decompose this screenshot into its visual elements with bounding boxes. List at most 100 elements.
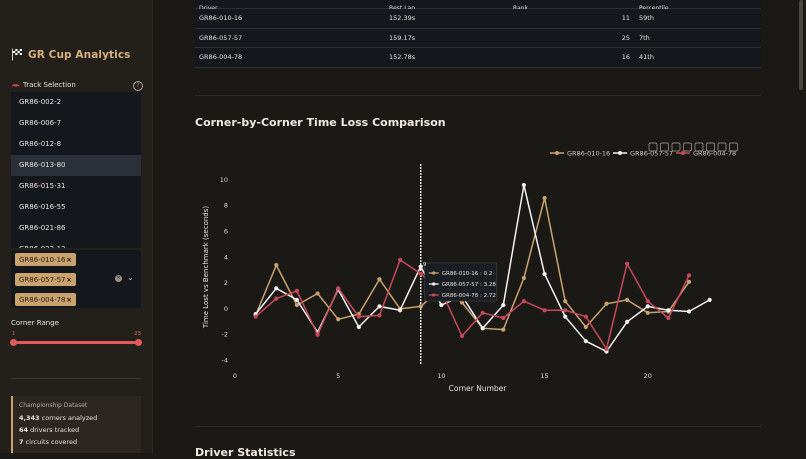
track-item[interactable]: GR86-022-13 bbox=[11, 239, 141, 248]
series-point-GR86-004-78[interactable] bbox=[253, 314, 258, 319]
series-point-GR86-010-16[interactable] bbox=[336, 317, 341, 322]
series-point-GR86-057-57[interactable] bbox=[645, 304, 650, 309]
series-point-GR86-010-16[interactable] bbox=[501, 327, 506, 332]
track-item[interactable]: GR86-015-31 bbox=[19, 182, 66, 190]
series-point-GR86-010-16[interactable] bbox=[686, 279, 692, 284]
series-point-GR86-057-57[interactable] bbox=[521, 182, 527, 188]
series-point-GR86-010-16[interactable] bbox=[418, 304, 423, 309]
corner-range-min-thumb[interactable] bbox=[10, 339, 17, 346]
driver-chip-label: GR86-010-16 bbox=[19, 255, 66, 264]
track-item[interactable]: GR86-006-7 bbox=[19, 119, 62, 127]
track-item[interactable]: GR86-012-8 bbox=[19, 140, 62, 148]
driver-chip[interactable]: GR86-010-16 × bbox=[15, 253, 76, 266]
corner-range-slider-track[interactable] bbox=[14, 341, 139, 344]
series-point-GR86-057-57[interactable] bbox=[377, 304, 382, 309]
table-row[interactable]: GR86-010-16 152.39s 11 59th bbox=[195, 9, 761, 29]
header-rank[interactable]: Rank bbox=[513, 5, 528, 12]
fullscreen-icon[interactable] bbox=[729, 142, 738, 152]
series-point-GR86-010-16[interactable] bbox=[294, 302, 300, 308]
remove-chip-icon[interactable]: × bbox=[66, 295, 72, 304]
corner-range-max: 23 bbox=[134, 331, 141, 337]
series-point-GR86-057-57[interactable] bbox=[294, 297, 300, 303]
series-point-GR86-010-16[interactable] bbox=[315, 291, 320, 296]
series-point-GR86-057-57[interactable] bbox=[356, 324, 361, 330]
chevron-down-icon[interactable]: ⌄ bbox=[127, 273, 134, 282]
series-point-GR86-010-16[interactable] bbox=[604, 301, 609, 306]
series-point-GR86-010-16[interactable] bbox=[542, 195, 547, 201]
track-item[interactable]: GR86-013-80 bbox=[11, 155, 141, 176]
series-line-GR86-010-16[interactable] bbox=[254, 197, 690, 331]
series-point-GR86-004-78[interactable] bbox=[521, 299, 527, 304]
camera-icon[interactable] bbox=[648, 142, 658, 152]
series-point-GR86-004-78[interactable] bbox=[645, 299, 650, 304]
driver-chip[interactable]: GR86-057-57 × bbox=[15, 273, 76, 286]
series-point-GR86-057-57[interactable] bbox=[480, 326, 485, 331]
series-point-GR86-004-78[interactable] bbox=[274, 296, 279, 301]
series-point-GR86-010-16[interactable] bbox=[459, 300, 465, 305]
series-point-GR86-010-16[interactable] bbox=[377, 277, 382, 282]
header-best-lap[interactable]: Best Lap bbox=[389, 5, 415, 12]
series-line-GR86-004-78[interactable] bbox=[255, 259, 690, 350]
series-point-GR86-004-78[interactable] bbox=[398, 257, 403, 263]
pan-icon[interactable] bbox=[671, 142, 681, 152]
driver-multiselect[interactable]: GR86-010-16 × GR86-057-57 × GR86-004-78 × ✕ ⌄ bbox=[11, 250, 141, 308]
series-point-GR86-004-78[interactable] bbox=[459, 333, 465, 339]
series-point-GR86-004-78[interactable] bbox=[563, 308, 568, 313]
series-point-GR86-004-78[interactable] bbox=[480, 310, 485, 315]
series-point-GR86-004-78[interactable] bbox=[666, 315, 671, 321]
series-point-GR86-057-57[interactable] bbox=[398, 308, 403, 313]
cell-rank: 25 bbox=[621, 33, 630, 42]
series-point-GR86-010-16[interactable] bbox=[583, 324, 588, 330]
page-scrollbar[interactable] bbox=[799, 0, 803, 90]
track-item[interactable]: GR86-021-86 bbox=[19, 224, 66, 232]
series-point-GR86-004-78[interactable] bbox=[315, 332, 320, 337]
series-point-GR86-057-57[interactable] bbox=[666, 308, 671, 313]
series-point-GR86-057-57[interactable] bbox=[418, 264, 423, 269]
series-point-GR86-057-57[interactable] bbox=[439, 302, 444, 308]
series-point-GR86-004-78[interactable] bbox=[356, 314, 361, 319]
series-point-GR86-057-57[interactable] bbox=[583, 339, 588, 344]
series-point-GR86-010-16[interactable] bbox=[274, 262, 279, 268]
series-point-GR86-004-78[interactable] bbox=[501, 315, 506, 321]
header-percentile[interactable]: Percentile bbox=[639, 5, 669, 12]
series-point-GR86-004-78[interactable] bbox=[686, 273, 692, 278]
driver-chip-label: GR86-057-57 bbox=[19, 275, 66, 284]
track-item[interactable]: GR86-002-2 bbox=[19, 98, 62, 106]
series-point-GR86-004-78[interactable] bbox=[336, 286, 341, 291]
track-list[interactable]: GR86-002-2 GR86-006-7 GR86-012-8 GR86-013-8… bbox=[11, 92, 141, 248]
series-point-GR86-010-16[interactable] bbox=[645, 310, 650, 315]
header-driver[interactable]: Driver bbox=[199, 5, 217, 12]
series-point-GR86-004-78[interactable] bbox=[294, 288, 300, 293]
series-point-GR86-004-78[interactable] bbox=[625, 261, 630, 266]
autoscale-icon[interactable] bbox=[706, 142, 715, 152]
series-point-GR86-057-57[interactable] bbox=[686, 309, 692, 314]
clear-icon[interactable]: ✕ bbox=[115, 275, 122, 282]
series-point-GR86-010-16[interactable] bbox=[625, 297, 630, 303]
help-icon[interactable]: ? bbox=[133, 81, 143, 91]
remove-chip-icon[interactable]: × bbox=[66, 275, 72, 284]
series-point-GR86-057-57[interactable] bbox=[542, 271, 547, 277]
series-point-GR86-010-16[interactable] bbox=[563, 299, 568, 304]
reset-icon[interactable] bbox=[717, 142, 727, 152]
zoom-in-icon[interactable] bbox=[683, 142, 692, 152]
series-point-GR86-057-57[interactable] bbox=[625, 319, 630, 324]
series-point-GR86-004-78[interactable] bbox=[542, 308, 547, 313]
driver-chip[interactable]: GR86-004-78 × bbox=[15, 293, 76, 306]
series-point-GR86-010-16[interactable] bbox=[521, 275, 527, 281]
track-item[interactable]: GR86-016-55 bbox=[19, 203, 66, 211]
table-row[interactable]: GR86-004-78 152.78s 16 41th bbox=[195, 48, 761, 68]
series-point-GR86-057-57[interactable] bbox=[707, 297, 712, 303]
series-point-GR86-004-78[interactable] bbox=[377, 313, 382, 318]
time-loss-chart[interactable]: -4 -2 0 2 4 6 8 10 0 5 10 15 20 Corner Number Time Los… bbox=[195, 135, 761, 400]
series-point-GR86-004-78[interactable] bbox=[604, 346, 609, 352]
series-point-GR86-057-57[interactable] bbox=[501, 302, 506, 308]
table-row[interactable]: GR86-057-57 159.17s 25 7th bbox=[195, 28, 761, 48]
corner-range-max-thumb[interactable] bbox=[135, 339, 142, 346]
zoom-icon[interactable] bbox=[660, 142, 669, 152]
series-point-GR86-004-78[interactable] bbox=[418, 271, 423, 276]
zoom-out-icon[interactable] bbox=[694, 142, 704, 152]
remove-chip-icon[interactable]: × bbox=[66, 255, 72, 264]
series-point-GR86-057-57[interactable] bbox=[274, 286, 279, 291]
series-point-GR86-057-57[interactable] bbox=[563, 314, 568, 319]
series-point-GR86-004-78[interactable] bbox=[583, 314, 588, 319]
